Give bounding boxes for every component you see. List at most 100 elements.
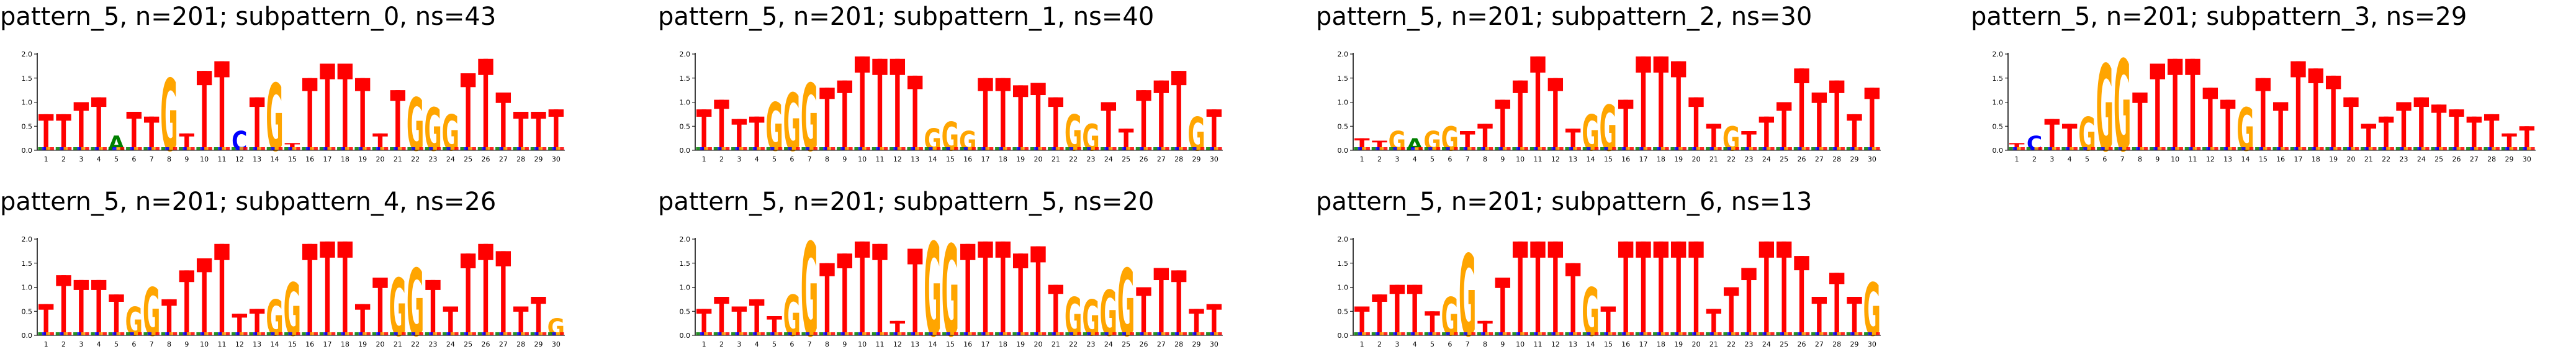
x-tick-label: 25 xyxy=(1780,340,1788,348)
logo-minor-letter xyxy=(1559,332,1564,335)
x-tick-label: 13 xyxy=(1569,340,1577,348)
logo-letter-G: G xyxy=(1082,290,1099,347)
logo-minor-letter xyxy=(331,332,336,335)
logo-minor-letter xyxy=(971,332,976,335)
x-tick-label: 22 xyxy=(1069,155,1078,163)
x-tick-label: 12 xyxy=(1551,340,1560,348)
x-tick-label: 27 xyxy=(1815,340,1824,348)
logo-minor-letter xyxy=(1192,147,1197,150)
logo-minor-letter xyxy=(232,147,236,150)
logo-minor-letter xyxy=(319,147,324,150)
logo-minor-letter xyxy=(708,147,712,150)
logo-minor-letter xyxy=(2184,147,2189,150)
logo-letter-T-stem xyxy=(1729,287,1734,335)
logo-minor-letter xyxy=(1024,332,1029,335)
logo-minor-letter xyxy=(739,147,744,150)
logo-minor-letter xyxy=(968,147,972,150)
logo-minor-letter xyxy=(871,147,876,150)
logo-minor-letter xyxy=(1410,147,1415,150)
x-tick-label: 15 xyxy=(1604,155,1613,163)
logo-letter-T-stem xyxy=(824,263,830,335)
logo-minor-letter xyxy=(840,332,845,335)
logo-minor-letter xyxy=(239,147,244,150)
logo-minor-letter xyxy=(1657,147,1661,150)
logo-minor-letter xyxy=(402,332,406,335)
logo-minor-letter xyxy=(989,147,994,150)
logo-letter-T-stem xyxy=(1817,297,1822,335)
y-tick-label: 0.5 xyxy=(22,307,33,315)
logo-letter-G: G xyxy=(1117,251,1135,354)
x-tick-label: 11 xyxy=(876,155,885,163)
x-tick-label: 16 xyxy=(2276,155,2285,163)
logo-minor-letter xyxy=(278,332,283,335)
logo-panel-1: pattern_5, n=201; subpattern_1, ns=40 0.0… xyxy=(658,2,1223,173)
logo-minor-letter xyxy=(2439,147,2443,150)
logo-minor-letter xyxy=(1428,332,1433,335)
logo-minor-letter xyxy=(766,147,771,150)
x-tick-label: 11 xyxy=(2189,155,2197,163)
logo-minor-letter xyxy=(507,332,511,335)
logo-letter-T-stem xyxy=(2208,88,2213,150)
logo-minor-letter xyxy=(91,147,95,150)
x-tick-label: 2 xyxy=(719,340,724,348)
x-tick-label: 24 xyxy=(2417,155,2426,163)
logo-minor-letter xyxy=(1770,332,1775,335)
x-tick-label: 26 xyxy=(1140,155,1148,163)
logo-letter-T-stem xyxy=(772,316,777,335)
logo-minor-letter xyxy=(889,332,894,335)
logo-letter-T-stem xyxy=(877,243,883,335)
x-tick-label: 18 xyxy=(341,155,349,163)
logo-minor-letter xyxy=(108,147,113,150)
logo-minor-letter xyxy=(1840,147,1845,150)
logo-letter-T-stem xyxy=(1500,99,1505,150)
logo-minor-letter xyxy=(2382,147,2387,150)
x-tick-label: 10 xyxy=(2171,155,2179,163)
logo-minor-letter xyxy=(2065,147,2070,150)
logo-letter-T-stem xyxy=(184,133,189,150)
logo-minor-letter xyxy=(266,332,271,335)
logo-minor-letter xyxy=(2192,147,2197,150)
logo-letter-T-stem xyxy=(1035,246,1041,335)
logo-letter-T-stem xyxy=(483,243,489,335)
logo-minor-letter xyxy=(2109,147,2113,150)
logo-letter-T-stem xyxy=(254,309,259,335)
logo-minor-letter xyxy=(901,332,906,335)
logo-minor-letter xyxy=(161,332,166,335)
logo-letter-T-stem xyxy=(132,112,137,150)
x-tick-label: 12 xyxy=(235,155,244,163)
x-tick-label: 30 xyxy=(552,155,561,163)
logo-letter-T-stem xyxy=(1659,241,1664,335)
logo-minor-letter xyxy=(981,332,986,335)
logo-minor-letter xyxy=(1832,332,1837,335)
logo-minor-letter xyxy=(1393,147,1397,150)
x-tick-label: 4 xyxy=(755,340,759,348)
x-tick-label: 9 xyxy=(1500,155,1505,163)
logo-minor-letter xyxy=(243,332,248,335)
logo-minor-letter xyxy=(796,147,800,150)
logo-minor-letter xyxy=(1529,147,1534,150)
logo-minor-letter xyxy=(1424,147,1429,150)
logo-minor-letter xyxy=(1069,147,1074,150)
logo-minor-letter xyxy=(1052,147,1056,150)
logo-letter-G: G xyxy=(1863,269,1881,353)
logo-minor-letter xyxy=(1077,147,1081,150)
logo-letter-T-stem xyxy=(1176,71,1181,150)
x-tick-label: 25 xyxy=(464,340,472,348)
logo-minor-letter xyxy=(530,147,535,150)
logo-minor-letter xyxy=(2505,147,2510,150)
logo-minor-letter xyxy=(919,332,923,335)
x-tick-label: 7 xyxy=(150,155,154,163)
logo-letter-T-stem xyxy=(202,71,207,150)
logo-minor-letter xyxy=(161,147,166,150)
logo-letter-T-stem xyxy=(536,112,541,150)
y-tick-label: 2.0 xyxy=(680,50,691,58)
logo-letter-T-stem xyxy=(1500,278,1505,335)
logo-minor-letter xyxy=(897,332,902,335)
logo-panel-0: pattern_5, n=201; subpattern_0, ns=43 0.0… xyxy=(0,2,565,175)
logo-letter-T-stem xyxy=(1395,284,1400,335)
logo-letter-T-stem xyxy=(2384,116,2389,150)
logo-minor-letter xyxy=(1577,332,1581,335)
logo-letter-T-stem xyxy=(1799,68,1804,150)
y-tick-label: 0.0 xyxy=(22,332,33,340)
logo-letter-T-stem xyxy=(1606,306,1611,335)
